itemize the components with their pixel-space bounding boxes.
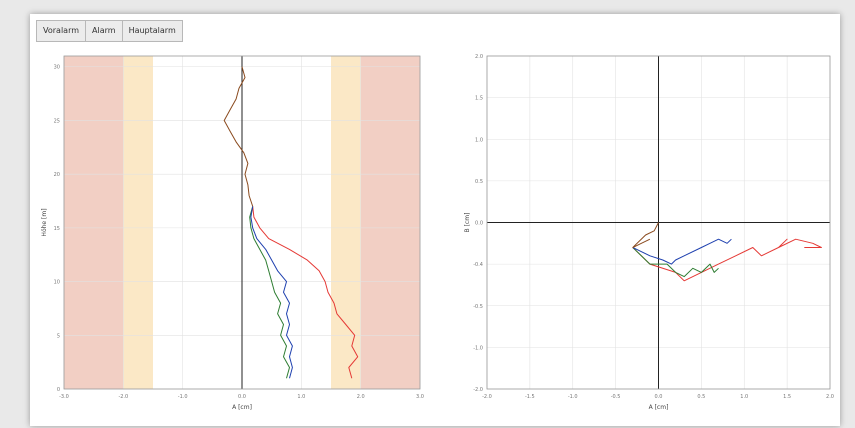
- chart2-y-tick-label: 1.5: [475, 96, 483, 102]
- chart1-x-tick-label: 3.0: [416, 394, 424, 400]
- chart1-series-line-2: [250, 206, 293, 379]
- chart2-y-tick-label: -1.0: [473, 345, 483, 351]
- chart1-series-line-1: [249, 206, 290, 379]
- chart1-y-tick-label: 20: [54, 172, 60, 178]
- chart1-y-tick-label: 10: [54, 280, 60, 286]
- chart2-y-axis-label: B [cm]: [464, 213, 471, 233]
- chart1-x-axis-label: A [cm]: [232, 404, 252, 411]
- chart2-y-tick-label: 2.0: [475, 54, 483, 60]
- chart1-x-tick-label: 0.0: [238, 394, 246, 400]
- chart2-x-axis-label: A [cm]: [649, 404, 669, 411]
- chart2-y-tick-label: 0.0: [475, 221, 483, 227]
- chart2-series-line-0: [632, 238, 822, 282]
- chart2-x-tick-label: -1.5: [525, 394, 535, 400]
- chart2-x-tick-label: 1.0: [740, 394, 748, 400]
- chart1-y-tick-label: 25: [54, 118, 60, 124]
- chart2-frame: [486, 55, 831, 390]
- chart2-series-line-2: [632, 238, 732, 265]
- chart2-series-line-1: [632, 247, 719, 278]
- chart1-x-tick-label: -1.0: [178, 394, 188, 400]
- chart1-series-line-0: [252, 206, 359, 379]
- chart2-y-tick-label: -0.5: [473, 304, 483, 310]
- chart1-x-tick-label: -2.0: [118, 394, 128, 400]
- chart2-y-tick-label: -2.0: [473, 387, 483, 393]
- chart1-series-line-3: [223, 66, 254, 207]
- chart1-y-axis-label: Höhe [m]: [41, 208, 48, 236]
- chart1-y-tick-label: 15: [54, 226, 60, 232]
- chart1-y-tick-label: 0: [57, 387, 60, 393]
- chart2-x-tick-label: 0.0: [655, 394, 663, 400]
- chart2-x-tick-label: 1.5: [783, 394, 791, 400]
- chart1-band-3: [360, 56, 420, 389]
- chart1-band-2: [331, 56, 361, 389]
- chart1-y-tick-label: 5: [57, 333, 60, 339]
- chart2-x-tick-label: -1.0: [568, 394, 578, 400]
- chart2-y-tick-label: 1.0: [475, 137, 483, 143]
- chart2-x-tick-label: 2.0: [826, 394, 834, 400]
- chart2-x-tick-label: -2.0: [482, 394, 492, 400]
- tab-hauptalarm[interactable]: Hauptalarm: [128, 26, 176, 35]
- chart1-x-tick-label: 1.0: [297, 394, 305, 400]
- chart1-x-tick-label: 2.0: [357, 394, 365, 400]
- chart1-y-tick-label: 30: [54, 65, 60, 71]
- chart2-x-tick-label: 0.5: [697, 394, 705, 400]
- chart2-y-tick-label: 0.5: [475, 179, 483, 185]
- chart1-x-tick-label: -3.0: [59, 394, 69, 400]
- alarm-tab-bar: Voralarm Alarm Hauptalarm: [36, 20, 183, 42]
- chart1-band-1: [123, 56, 153, 389]
- chart1-frame: [63, 55, 421, 390]
- tab-alarm[interactable]: Alarm: [86, 21, 123, 41]
- tab-voralarm[interactable]: Voralarm: [37, 21, 87, 41]
- chart2-series-line-3: [632, 222, 659, 248]
- chart1-band-0: [64, 56, 124, 389]
- chart2-x-tick-label: -0.5: [611, 394, 621, 400]
- chart2-y-tick-label: -0.4: [473, 262, 483, 268]
- chart-panel: [30, 14, 840, 426]
